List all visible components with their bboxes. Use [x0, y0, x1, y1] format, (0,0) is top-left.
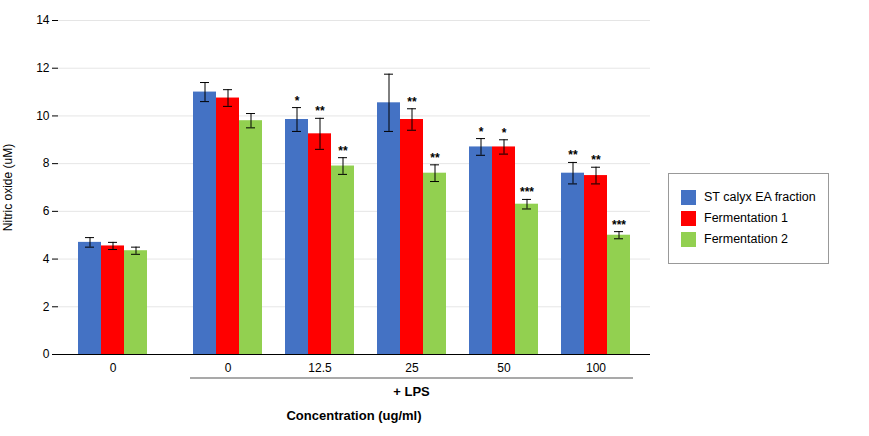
svg-text:100: 100: [586, 361, 606, 375]
svg-text:14: 14: [36, 13, 50, 27]
svg-text:0: 0: [225, 361, 232, 375]
svg-text:8: 8: [43, 156, 50, 170]
svg-text:2: 2: [43, 300, 50, 314]
svg-text:**: **: [591, 153, 601, 167]
svg-text:*: *: [502, 126, 507, 140]
svg-text:12.5: 12.5: [308, 361, 332, 375]
svg-text:12: 12: [36, 61, 50, 75]
svg-text:25: 25: [405, 361, 419, 375]
svg-text:*: *: [479, 125, 484, 139]
svg-text:***: ***: [612, 218, 626, 232]
svg-text:+ LPS: + LPS: [393, 384, 430, 399]
html-text:Fermentation 2: Fermentation 2: [704, 232, 789, 246]
svg-text:**: **: [407, 95, 417, 109]
svg-text:10: 10: [36, 109, 50, 123]
svg-text:Nitric oxide (uM): Nitric oxide (uM): [1, 144, 15, 231]
svg-text:**: **: [315, 104, 325, 118]
svg-text:0: 0: [43, 347, 50, 361]
svg-text:*: *: [295, 94, 300, 108]
svg-text:***: ***: [520, 185, 534, 199]
html-text:ST calyx EA fraction: ST calyx EA fraction: [704, 190, 816, 204]
svg-text:**: **: [568, 148, 578, 162]
svg-text:Concentration (ug/ml): Concentration (ug/ml): [286, 408, 421, 423]
svg-text:4: 4: [43, 252, 50, 266]
html-text:Fermentation 1: Fermentation 1: [704, 211, 789, 225]
svg-text:0: 0: [110, 361, 117, 375]
svg-text:6: 6: [43, 204, 50, 218]
svg-text:**: **: [430, 151, 440, 165]
svg-text:50: 50: [497, 361, 511, 375]
svg-text:**: **: [338, 144, 348, 158]
